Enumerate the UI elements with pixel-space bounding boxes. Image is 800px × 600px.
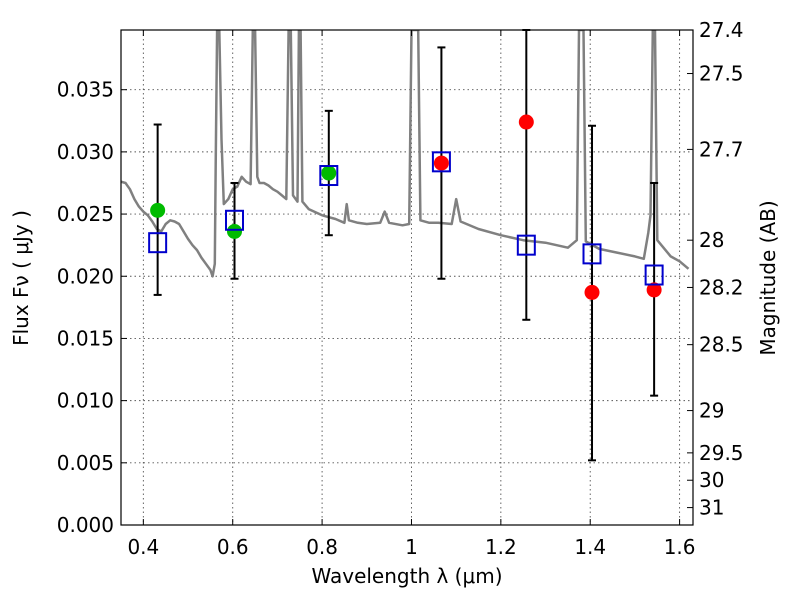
y-tick-label: 0.000 bbox=[57, 513, 114, 537]
y-tick-label: 0.010 bbox=[57, 389, 114, 413]
y-tick-label: 0.020 bbox=[57, 264, 114, 288]
x-tick-label: 1.6 bbox=[664, 535, 696, 559]
x-tick-label: 0.6 bbox=[217, 535, 249, 559]
right-tick-label: 29 bbox=[699, 399, 724, 423]
right-tick-label: 30 bbox=[699, 468, 724, 492]
errorbars bbox=[153, 29, 659, 462]
x-axis-label: Wavelength λ (μm) bbox=[311, 564, 502, 588]
square-point bbox=[431, 151, 451, 173]
y-tick-label: 0.025 bbox=[57, 202, 114, 226]
x-tick-label: 0.4 bbox=[127, 535, 159, 559]
y-tick-label: 0.015 bbox=[57, 326, 114, 350]
circle-point bbox=[646, 282, 662, 298]
x-tick-label: 1.4 bbox=[574, 535, 606, 559]
circle-point bbox=[518, 114, 534, 130]
model-spectrum-line bbox=[121, 30, 690, 278]
x-tick-label: 0.8 bbox=[306, 535, 338, 559]
right-tick-label: 27.4 bbox=[699, 18, 744, 42]
axis-tick-labels: 0.4 0.6 0.8 1 1.2 1.4 1.6 0.000 0.005 0.010 0.015 0… bbox=[57, 18, 744, 559]
right-axis-label: Magnitude (AB) bbox=[756, 200, 780, 355]
circle-point bbox=[227, 223, 243, 239]
x-tick-label: 1 bbox=[405, 535, 418, 559]
spectrum-path bbox=[121, 30, 690, 278]
square-point bbox=[582, 243, 602, 265]
square-point bbox=[516, 234, 536, 256]
y-tick-label: 0.035 bbox=[57, 78, 114, 102]
plot-frame bbox=[120, 29, 694, 526]
square-point bbox=[319, 165, 339, 187]
right-tick-label: 28.2 bbox=[699, 275, 744, 299]
right-tick-label: 27.7 bbox=[699, 137, 744, 161]
square-point bbox=[225, 209, 245, 231]
data-markers bbox=[148, 114, 664, 300]
y-tick-label: 0.005 bbox=[57, 451, 114, 475]
circle-point bbox=[584, 284, 600, 300]
right-tick-label: 28.5 bbox=[699, 333, 744, 357]
y-tick-label: 0.030 bbox=[57, 140, 114, 164]
circle-point bbox=[150, 202, 166, 218]
y-axis-label: Flux Fν ( μJy ) bbox=[9, 210, 33, 346]
circle-point bbox=[321, 165, 337, 181]
axis-ticks bbox=[121, 29, 693, 526]
right-tick-label: 31 bbox=[699, 496, 724, 520]
grid bbox=[121, 30, 693, 526]
square-point bbox=[148, 232, 168, 254]
right-tick-label: 27.5 bbox=[699, 62, 744, 86]
circle-point bbox=[433, 155, 449, 171]
square-point bbox=[644, 264, 664, 286]
right-tick-label: 29.5 bbox=[699, 441, 744, 465]
x-tick-label: 1.2 bbox=[485, 535, 517, 559]
right-tick-label: 28 bbox=[699, 228, 724, 252]
